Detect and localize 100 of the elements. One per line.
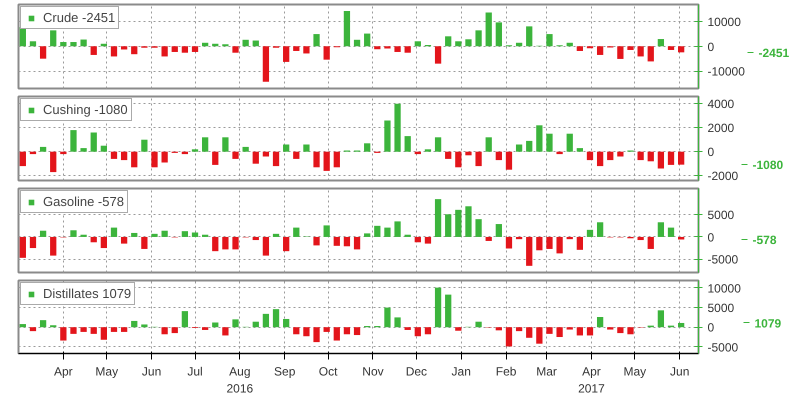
bar	[20, 27, 26, 46]
bar	[354, 327, 360, 336]
bar	[334, 152, 340, 168]
bar	[475, 219, 482, 237]
y-tick-label: 0	[708, 40, 714, 54]
bar	[40, 46, 46, 59]
bar	[526, 236, 532, 266]
bar	[576, 236, 583, 250]
bar	[526, 327, 532, 338]
bar	[678, 236, 684, 240]
bar	[516, 327, 522, 332]
bar	[161, 327, 168, 334]
y-tick-label: -10000	[708, 64, 746, 79]
bar	[445, 152, 452, 159]
bar	[212, 152, 218, 165]
bar	[334, 236, 340, 246]
bar	[324, 46, 330, 60]
bar	[404, 136, 411, 152]
text: -2451	[758, 46, 790, 60]
bar	[232, 152, 239, 159]
bar	[222, 137, 229, 152]
bar	[354, 236, 360, 250]
bar	[100, 327, 107, 340]
bar	[526, 26, 532, 46]
bar	[141, 236, 148, 249]
bar	[434, 288, 442, 328]
bar	[110, 327, 118, 332]
bar	[262, 152, 270, 156]
bar	[202, 327, 208, 330]
bar	[414, 327, 421, 336]
bar	[80, 148, 87, 152]
bar	[445, 214, 452, 237]
bar	[394, 221, 401, 237]
bar	[566, 134, 573, 152]
bar	[303, 327, 310, 336]
bar	[648, 46, 654, 62]
bar	[607, 327, 614, 330]
bar	[536, 125, 542, 152]
bar	[110, 228, 118, 237]
y-tick-label: -5000	[708, 340, 739, 354]
bar	[141, 140, 148, 152]
legend-label: Distillates 1079	[43, 286, 132, 301]
bar	[576, 148, 583, 152]
bar	[110, 46, 118, 56]
y-tick-label: 0	[708, 230, 714, 244]
bar	[374, 226, 380, 237]
bar	[384, 308, 391, 328]
y-tick-label: 0	[708, 320, 714, 335]
bar	[344, 10, 350, 46]
bar	[617, 46, 624, 59]
bar	[60, 327, 66, 341]
bar	[496, 152, 502, 160]
bar	[252, 40, 259, 46]
x-tick-label: Sep	[274, 364, 296, 378]
bar	[283, 236, 290, 252]
bar	[546, 34, 553, 46]
bar	[364, 233, 370, 237]
bar	[20, 152, 26, 166]
bar	[60, 42, 66, 46]
bar	[434, 199, 442, 237]
bar	[283, 144, 290, 152]
bar	[516, 42, 522, 46]
bar	[232, 236, 239, 250]
bar	[324, 225, 330, 237]
bar	[596, 152, 604, 166]
bar	[120, 152, 128, 160]
bar	[30, 41, 36, 46]
bar	[232, 319, 239, 328]
bar	[324, 327, 330, 332]
bar	[455, 152, 462, 168]
bar	[192, 46, 198, 52]
bar	[596, 222, 604, 237]
bar	[90, 132, 97, 152]
bar	[283, 46, 290, 62]
bar	[131, 232, 138, 237]
bar	[252, 322, 259, 328]
bar	[556, 236, 563, 254]
bar	[80, 327, 87, 332]
bar	[324, 152, 330, 171]
bar	[536, 236, 542, 250]
bar	[212, 44, 218, 46]
bar	[242, 40, 249, 46]
bar	[506, 152, 512, 170]
x-tick-label: Dec	[406, 364, 428, 378]
bar	[648, 152, 654, 162]
bar	[222, 327, 229, 336]
bar	[60, 152, 66, 154]
x-tick-label: Jun	[670, 364, 690, 378]
bar	[506, 327, 512, 346]
bar	[678, 152, 684, 165]
bar	[344, 327, 350, 334]
bar	[334, 327, 340, 341]
bar	[424, 327, 432, 334]
x-tick-label: Apr 2017	[578, 364, 606, 396]
bar	[120, 327, 128, 332]
bar	[658, 310, 664, 328]
bar	[414, 152, 421, 154]
bar	[212, 236, 218, 252]
bar	[293, 46, 300, 51]
bar	[182, 231, 188, 237]
